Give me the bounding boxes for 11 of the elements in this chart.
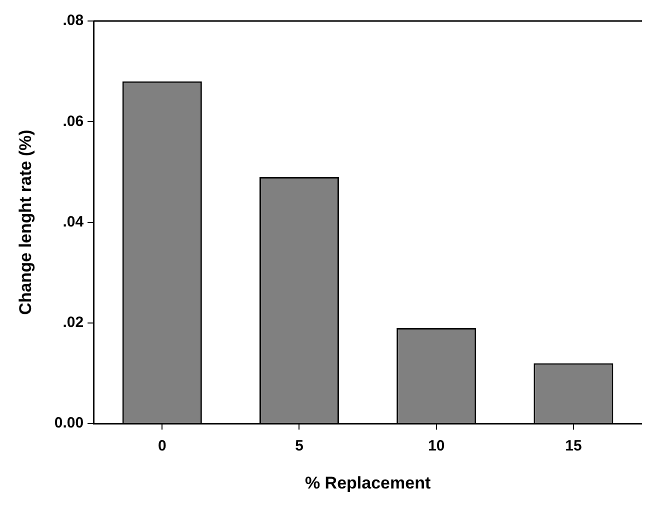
x-tick-label: 10 [428,438,445,455]
y-tick-label: .02 [62,314,84,332]
y-tick-label: .08 [62,12,84,30]
y-axis-title: Change lenght rate (%) [16,130,35,315]
y-tick-label: 0.00 [54,414,84,432]
x-axis-title: % Replacement [304,473,431,492]
x-tick-label: 0 [158,438,166,455]
x-tick-label: 15 [565,438,582,455]
y-tick-label: .06 [62,112,84,130]
x-tick-label: 5 [295,438,304,455]
y-tick-label: .04 [62,213,84,230]
